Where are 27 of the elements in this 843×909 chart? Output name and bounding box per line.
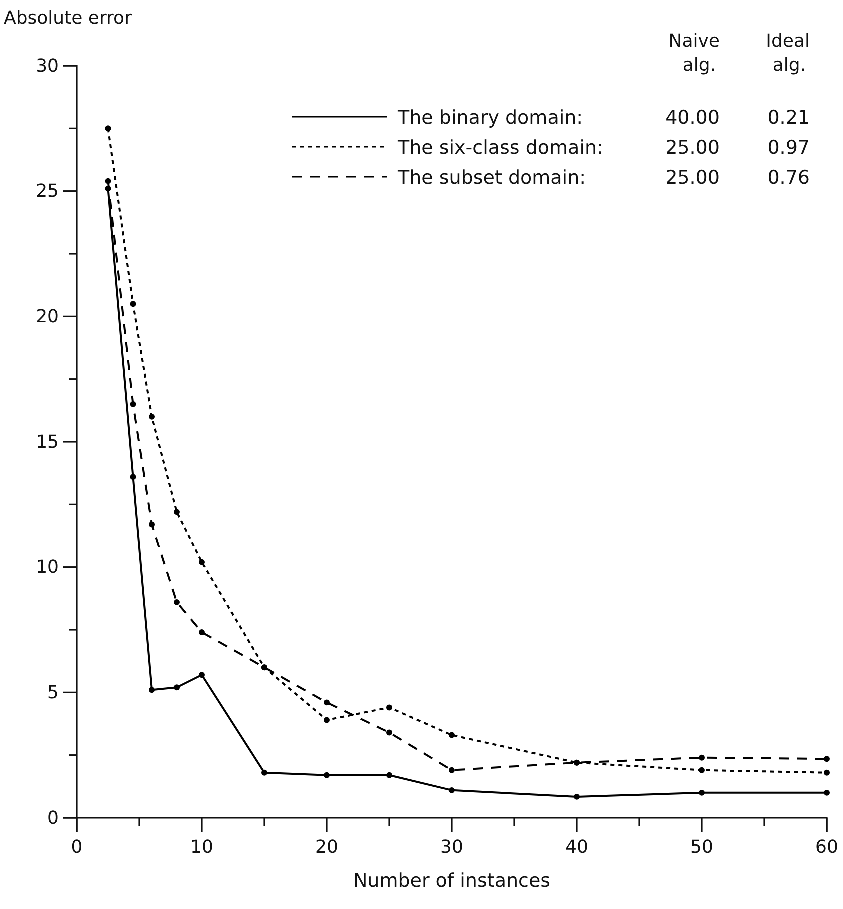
annotation: 0.21 <box>768 107 810 129</box>
annotation: 0.97 <box>768 137 810 159</box>
legend-label: The subset domain: <box>397 167 586 189</box>
x-axis-title: Number of instances <box>353 870 551 892</box>
annotation: 40.00 <box>666 107 720 129</box>
x-tick-label: 30 <box>440 836 464 858</box>
y-tick-label: 15 <box>36 432 59 453</box>
y-tick-label: 5 <box>48 682 59 704</box>
legend-label: The six-class domain: <box>397 137 604 159</box>
x-tick-label: 10 <box>190 836 214 858</box>
x-tick-label: 0 <box>71 836 83 858</box>
annotation: Naive alg. <box>668 31 720 76</box>
annotation: 0.76 <box>768 167 810 189</box>
x-tick-label: 40 <box>566 836 588 858</box>
y-tick-label: 0 <box>48 808 59 829</box>
y-tick-label: 20 <box>36 306 59 328</box>
y-axis-title: Absolute error <box>4 8 133 29</box>
annotation: 25.00 <box>666 137 720 159</box>
y-tick-label: 30 <box>36 56 59 77</box>
x-tick-label: 20 <box>316 836 338 858</box>
x-tick-label: 60 <box>816 836 838 858</box>
legend-label: The binary domain: <box>397 107 584 129</box>
annotation: Ideal alg. <box>766 31 810 76</box>
x-tick-label: 50 <box>690 836 714 858</box>
y-tick-label: 25 <box>36 181 59 202</box>
y-tick-label: 10 <box>36 557 59 578</box>
annotation: 25.00 <box>666 167 720 189</box>
